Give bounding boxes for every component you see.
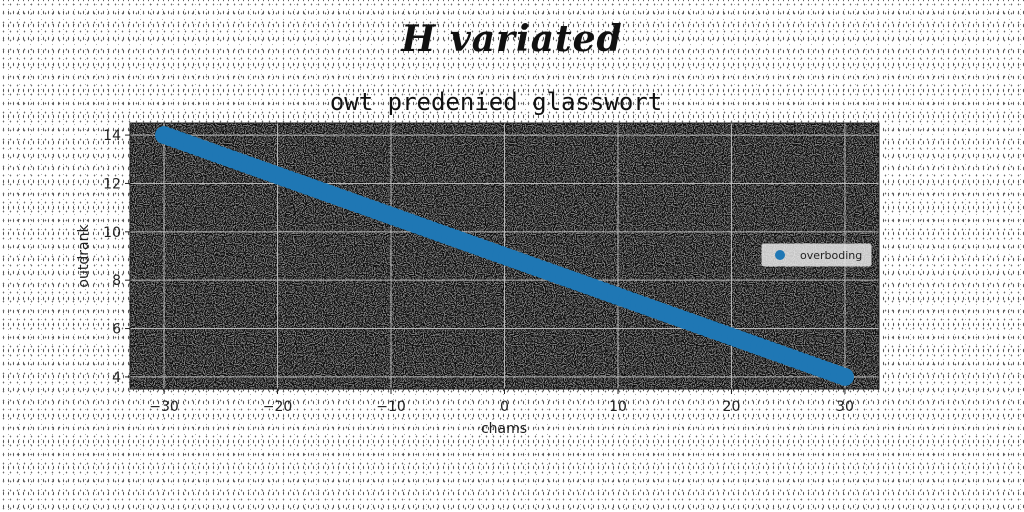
x-tick-label: −10 [376,399,406,415]
y-axis-label: outdrank [76,224,92,288]
y-tick-label: 10 [103,225,121,241]
chart-title: owt predenied glasswort [330,88,662,116]
x-tick-label: 30 [836,399,854,415]
y-tick-label: 8 [112,273,121,289]
figure-suptitle: H variated [401,18,623,60]
x-tick-label: −20 [263,399,293,415]
x-tick-label: 20 [723,399,741,415]
scatter-point [835,367,854,386]
x-tick-label: −30 [149,399,179,415]
legend-marker [775,250,785,260]
y-tick-label: 4 [112,370,121,386]
legend-label: overboding [800,249,862,262]
y-tick-label: 12 [103,176,121,192]
x-axis-label: chams [481,421,527,437]
x-tick-label: 10 [609,399,627,415]
legend: overboding [761,243,872,267]
y-tick-label: 14 [103,128,121,144]
x-tick-label: 0 [500,399,509,415]
y-tick-label: 6 [112,322,121,338]
